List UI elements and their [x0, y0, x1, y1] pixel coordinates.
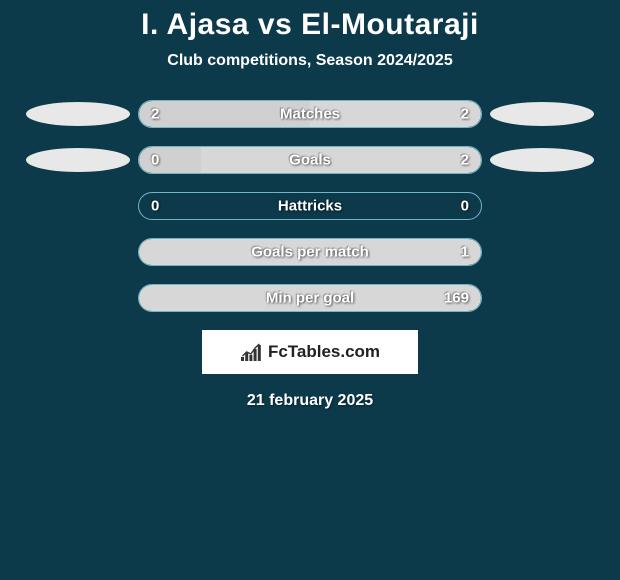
stat-bar: 0 Goals 2 [138, 146, 482, 174]
stat-value-left: 2 [151, 106, 159, 123]
stat-fill-left [139, 147, 201, 173]
stat-bar: 0 Hattricks 0 [138, 192, 482, 220]
stat-row: 2 Matches 2 [0, 100, 620, 128]
stat-label: Min per goal [266, 290, 354, 307]
right-logo-slot [482, 102, 602, 126]
brand-text: FcTables.com [268, 342, 380, 362]
stat-value-right: 2 [461, 152, 469, 169]
stat-label: Hattricks [278, 198, 342, 215]
stat-row: Goals per match 1 [0, 238, 620, 266]
stat-row: Min per goal 169 [0, 284, 620, 312]
team-logo-right [490, 148, 594, 172]
stat-value-right: 0 [461, 198, 469, 215]
page-title: I. Ajasa vs El-Moutaraji [0, 8, 620, 42]
stat-fill-right [201, 147, 481, 173]
stat-row: 0 Hattricks 0 [0, 192, 620, 220]
left-logo-slot [18, 148, 138, 172]
stat-value-right: 169 [444, 290, 469, 307]
stat-value-right: 1 [461, 244, 469, 261]
stat-value-left: 0 [151, 198, 159, 215]
bar-chart-icon [240, 343, 262, 361]
stat-bar: Min per goal 169 [138, 284, 482, 312]
stat-label: Matches [280, 106, 340, 123]
brand-badge[interactable]: FcTables.com [202, 330, 418, 374]
left-logo-slot [18, 102, 138, 126]
page-subtitle: Club competitions, Season 2024/2025 [0, 52, 620, 70]
stats-list: 2 Matches 2 0 Goals 2 0 Hattricks 0 Goals per mat… [0, 100, 620, 312]
stat-value-left: 0 [151, 152, 159, 169]
stat-label: Goals [289, 152, 331, 169]
team-logo-right [490, 102, 594, 126]
stat-bar: Goals per match 1 [138, 238, 482, 266]
team-logo-left [26, 148, 130, 172]
date-label: 21 february 2025 [0, 392, 620, 410]
stat-bar: 2 Matches 2 [138, 100, 482, 128]
comparison-widget: I. Ajasa vs El-Moutaraji Club competitio… [0, 0, 620, 410]
stat-value-right: 2 [461, 106, 469, 123]
team-logo-left [26, 102, 130, 126]
stat-row: 0 Goals 2 [0, 146, 620, 174]
stat-label: Goals per match [251, 244, 369, 261]
right-logo-slot [482, 148, 602, 172]
